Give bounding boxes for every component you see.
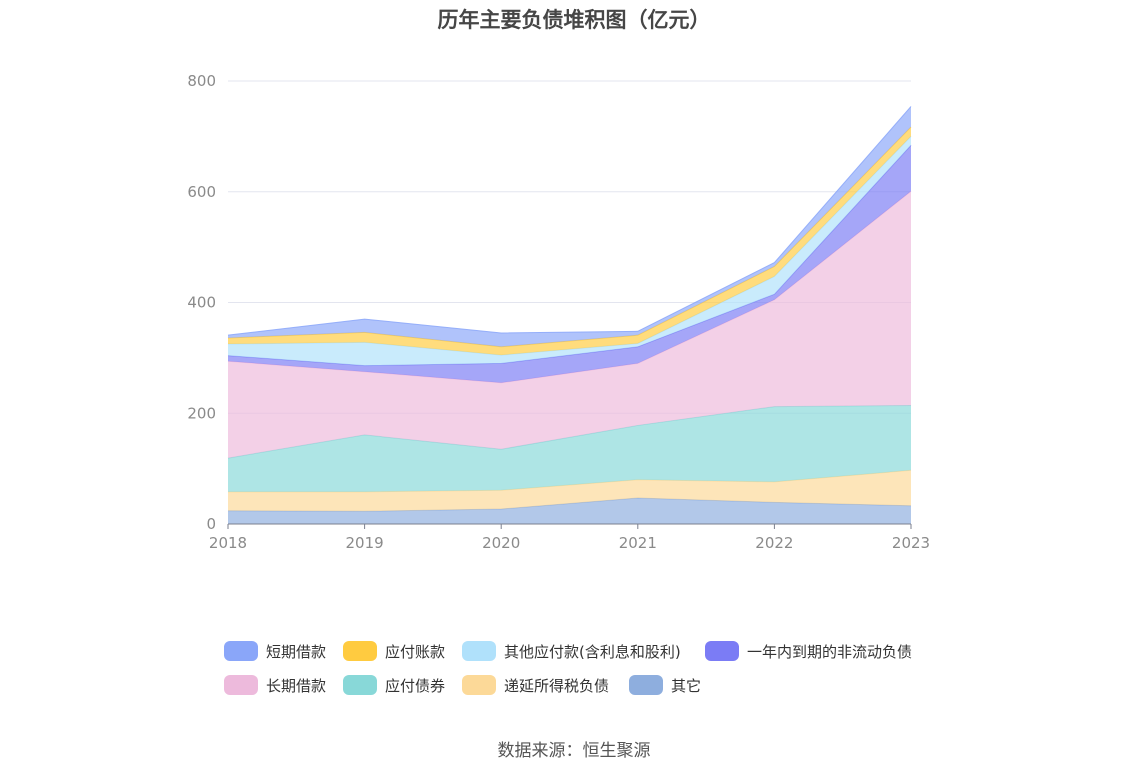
legend-swatch-4 — [224, 675, 258, 695]
legend-label-5: 应付债券 — [385, 676, 446, 695]
legend-swatch-2 — [462, 641, 496, 661]
chart-title: 历年主要负债堆积图（亿元） — [437, 8, 711, 32]
legend-item-5[interactable]: 应付债券 — [343, 672, 445, 698]
area-line-series-7 — [227, 106, 912, 336]
legend-item-2[interactable]: 其他应付款(含利息和股利) — [462, 638, 681, 664]
legend-swatch-5 — [343, 675, 377, 695]
x-tick-label-2: 2020 — [482, 534, 520, 552]
legend-item-6[interactable]: 递延所得税负债 — [462, 672, 609, 698]
y-tick-label-4: 800 — [187, 72, 216, 90]
legend-swatch-6 — [462, 675, 496, 695]
x-tick-label-3: 2021 — [619, 534, 657, 552]
legend-label-1: 应付账款 — [385, 642, 446, 661]
legend-swatch-7 — [629, 675, 663, 695]
legend-label-2: 其他应付款(含利息和股利) — [504, 642, 681, 661]
y-tick-label-3: 600 — [187, 183, 216, 201]
area-series-1 — [228, 470, 911, 512]
area-series-0 — [228, 497, 911, 524]
stacked-area-plot: 0 200 400 600 800 2018 2019 2020 2021 2022 2023 — [187, 72, 930, 552]
data-source-note: 数据来源：恒生聚源 — [497, 741, 651, 761]
legend-swatch-0 — [224, 641, 258, 661]
area-series-2 — [228, 405, 911, 492]
x-tick-label-0: 2018 — [209, 534, 247, 552]
area-line-series-0 — [227, 497, 912, 512]
legend-item-4[interactable]: 长期借款 — [224, 672, 326, 698]
legend-label-0: 短期借款 — [266, 642, 327, 661]
area-line-series-4 — [227, 144, 912, 367]
legend-label-3: 一年内到期的非流动负债 — [747, 642, 913, 661]
legend-label-7: 其它 — [671, 676, 702, 695]
legend-swatch-3 — [705, 641, 739, 661]
legend-item-7[interactable]: 其它 — [629, 672, 701, 698]
legend-label-6: 递延所得税负债 — [504, 676, 610, 695]
x-tick-label-1: 2019 — [346, 534, 384, 552]
x-tick-label-5: 2023 — [892, 534, 930, 552]
legend-swatch-1 — [343, 641, 377, 661]
y-tick-label-1: 200 — [187, 404, 216, 422]
legend-item-0[interactable]: 短期借款 — [224, 638, 326, 664]
area-series-3 — [228, 191, 911, 459]
y-tick-label-0: 0 — [206, 515, 216, 533]
x-tick-label-4: 2022 — [755, 534, 793, 552]
y-tick-label-2: 400 — [187, 294, 216, 312]
legend-label-4: 长期借款 — [266, 676, 327, 695]
legend-item-1[interactable]: 应付账款 — [343, 638, 445, 664]
legend-item-3[interactable]: 一年内到期的非流动负债 — [705, 638, 912, 664]
